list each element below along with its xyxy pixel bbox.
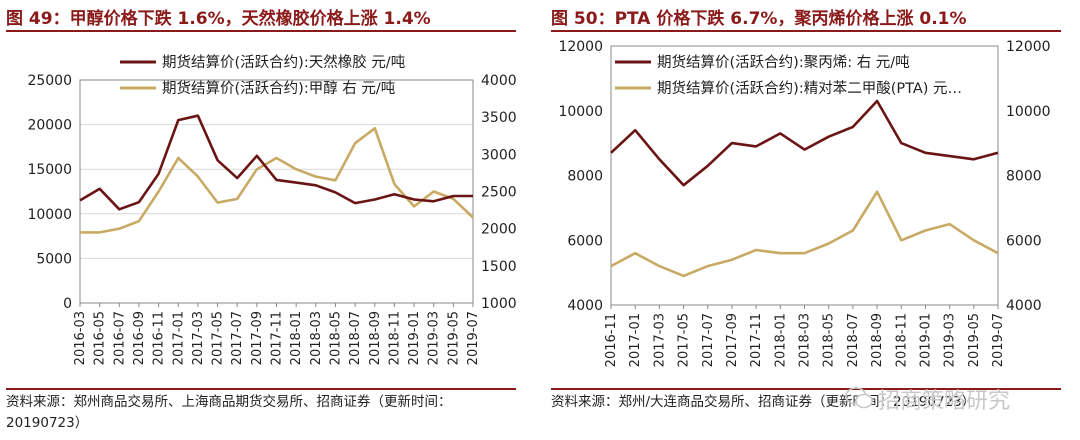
source-note: 资料来源：郑州商品交易所、上海商品期货交易所、招商证券（更新时间：2019072…	[6, 394, 452, 431]
x-tick-label: 2017-09	[725, 313, 740, 367]
x-tick-label: 2018-05	[822, 313, 837, 367]
x-tick-label: 2017-11	[270, 311, 285, 365]
plot-frame	[79, 79, 474, 304]
x-tick-label: 2016-05	[93, 311, 108, 365]
x-tick-label: 2018-07	[846, 313, 861, 367]
x-tick-label: 2019-01	[407, 311, 422, 365]
x-tick-label: 2019-05	[967, 313, 982, 367]
x-tick-label: 2017-05	[211, 311, 226, 365]
x-tick-label: 2016-11	[604, 313, 619, 367]
x-tick-label: 2016-03	[73, 311, 88, 365]
x-tick-label: 2019-07	[466, 311, 481, 365]
x-tick-label: 2018-05	[328, 311, 343, 365]
y-right-tick-label: 3500	[481, 110, 517, 126]
y-left-tick-label: 5000	[36, 251, 72, 267]
x-tick-label: 2017-09	[250, 311, 265, 365]
x-tick-label: 2019-07	[991, 313, 1006, 367]
y-right-tick-label: 6000	[1006, 233, 1042, 249]
y-right-tick-label: 2000	[481, 222, 517, 238]
x-tick-label: 2018-01	[289, 311, 304, 365]
x-tick-label: 2019-05	[446, 311, 461, 365]
x-tick-label: 2018-03	[798, 313, 813, 367]
y-left-tick-label: 8000	[567, 169, 603, 185]
wechat-icon	[845, 387, 873, 409]
x-tick-label: 2017-03	[191, 311, 206, 365]
y-right-tick-label: 3000	[481, 147, 517, 163]
source-rule	[6, 388, 516, 390]
legend-label: 期货结算价(活跃合约):精对苯二甲酸(PTA) 元…	[657, 80, 962, 97]
x-tick-label: 2019-01	[918, 313, 933, 367]
x-tick-label: 2016-09	[132, 311, 147, 365]
x-tick-label: 2016-11	[152, 311, 167, 365]
x-tick-label: 2018-11	[894, 313, 909, 367]
y-left-tick-label: 15000	[27, 162, 72, 178]
x-tick-label: 2019-03	[427, 311, 442, 365]
title-rule	[551, 30, 1061, 32]
x-tick-label: 2018-01	[773, 313, 788, 367]
y-right-tick-label: 2500	[481, 185, 517, 201]
y-left-tick-label: 10000	[27, 207, 72, 223]
x-tick-label: 2018-03	[309, 311, 324, 365]
y-right-tick-label: 12000	[1006, 39, 1051, 55]
left-series-line-1	[79, 114, 473, 211]
x-tick-label: 2018-07	[348, 311, 363, 365]
x-tick-label: 2016-07	[112, 311, 127, 365]
x-tick-label: 2018-11	[387, 311, 402, 365]
x-tick-label: 2017-07	[230, 311, 245, 365]
legend-label: 期货结算价(活跃合约):甲醇 右 元/吨	[162, 80, 395, 97]
x-tick-label: 2017-07	[701, 313, 716, 367]
chart-title: 图 50：PTA 价格下跌 6.7%，聚丙烯价格上涨 0.1%	[551, 9, 967, 29]
x-tick-label: 2017-11	[749, 313, 764, 367]
title-rule	[6, 30, 516, 32]
line-chart-right: 4000 6000 8000 10000 12000 4000 6000 8000 10000 1…	[558, 39, 1051, 367]
y-left-tick-label: 6000	[567, 233, 603, 249]
y-left-tick-label: 4000	[567, 298, 603, 314]
x-tick-label: 2017-05	[677, 313, 692, 367]
y-left-tick-label: 12000	[558, 39, 603, 55]
chart-panel-left: 图 49：甲醇价格下跌 1.6%，天然橡胶价格上涨 1.4% 0 5000 1000…	[0, 0, 530, 440]
watermark: 招商策略研究	[878, 389, 1011, 414]
x-tick-label: 2017-03	[652, 313, 667, 367]
y-right-tick-label: 8000	[1006, 169, 1042, 185]
x-tick-label: 2018-09	[368, 311, 383, 365]
y-right-tick-label: 1500	[481, 259, 517, 275]
x-tick-label: 2019-03	[943, 313, 958, 367]
y-left-tick-label: 20000	[27, 118, 72, 134]
x-tick-label: 2017-01	[171, 311, 186, 365]
y-left-tick-label: 0	[63, 296, 72, 312]
chart-panel-right: 图 50：PTA 价格下跌 6.7%，聚丙烯价格上涨 0.1% 4000 6000…	[545, 0, 1075, 440]
right-series-line-1	[610, 99, 999, 187]
y-right-tick-label: 4000	[1006, 298, 1042, 314]
line-chart-left: 0 5000 10000 15000 20000 25000 1000 1500 2000 250…	[27, 54, 517, 365]
y-left-tick-label: 10000	[558, 104, 603, 120]
x-tick-label: 2018-09	[870, 313, 885, 367]
source-rule	[551, 388, 1061, 390]
right-series-line-2	[610, 190, 999, 278]
y-right-tick-label: 1000	[481, 296, 517, 312]
x-tick-label: 2017-01	[628, 313, 643, 367]
y-right-tick-label: 4000	[481, 73, 517, 89]
y-right-tick-label: 10000	[1006, 104, 1051, 120]
chart-title: 图 49：甲醇价格下跌 1.6%，天然橡胶价格上涨 1.4%	[6, 9, 431, 29]
y-left-tick-label: 25000	[27, 73, 72, 89]
legend-label: 期货结算价(活跃合约):天然橡胶 元/吨	[162, 54, 405, 71]
legend-label: 期货结算价(活跃合约):聚丙烯: 右 元/吨	[657, 54, 910, 71]
